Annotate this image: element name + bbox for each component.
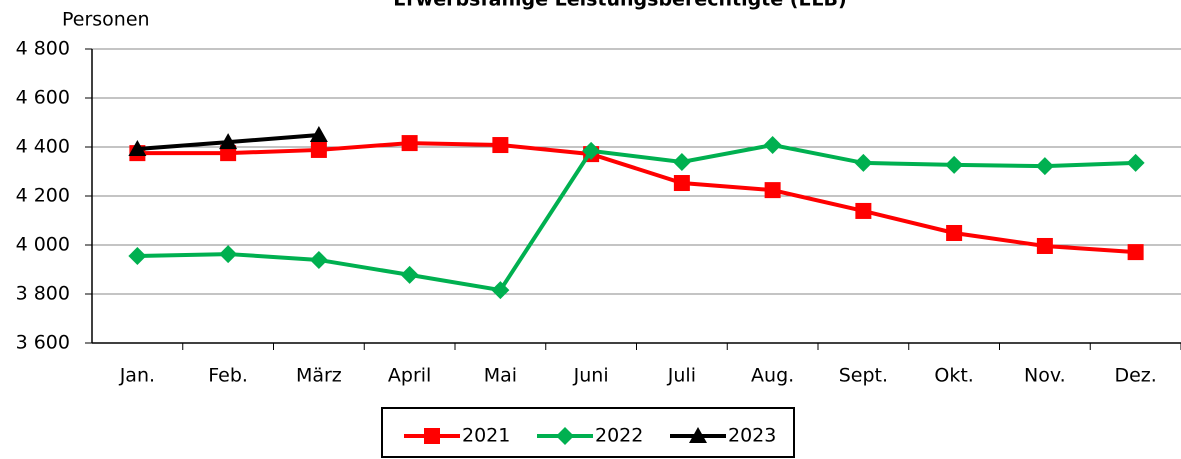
y-tick-label: 4 800 (16, 38, 70, 60)
point (309, 125, 328, 142)
point (220, 145, 237, 162)
point (854, 153, 873, 172)
chart-title: Erwerbsfähige Leistungsberechtigte (ELB) (393, 0, 846, 11)
x-tick-label: Aug. (751, 365, 794, 387)
point (309, 250, 328, 269)
x-tick-label: Sept. (839, 365, 888, 387)
legend-marker (424, 428, 440, 444)
x-tick-label: Mai (484, 365, 517, 387)
point (1035, 157, 1054, 176)
x-tick-label: April (388, 365, 431, 387)
point (582, 141, 601, 160)
legend-marker (689, 427, 707, 443)
point (219, 133, 238, 150)
point (1126, 153, 1145, 172)
point (401, 135, 418, 152)
point (1127, 244, 1144, 261)
point (855, 202, 872, 219)
point (219, 245, 238, 264)
x-tick-label: Juli (667, 365, 696, 387)
series-line (137, 143, 1136, 293)
x-tick-label: Nov. (1024, 365, 1066, 387)
point (492, 137, 509, 154)
x-tick-label: Juni (573, 365, 609, 387)
legend-label: 2021 (462, 425, 510, 447)
series-line (137, 141, 1136, 255)
point (763, 136, 782, 155)
y-tick-label: 4 000 (16, 234, 70, 256)
x-tick-label: Okt. (934, 365, 973, 387)
point (945, 155, 964, 174)
point (128, 139, 147, 156)
y-axis-label: Personen (62, 9, 150, 31)
legend-label: 2023 (728, 425, 776, 447)
legend-marker (556, 427, 574, 445)
legend-box (381, 407, 795, 458)
x-tick-label: Feb. (208, 365, 248, 387)
x-tick-label: Dez. (1114, 365, 1156, 387)
point (946, 224, 963, 241)
point (672, 152, 691, 171)
y-tick-label: 4 600 (16, 87, 70, 109)
point (128, 247, 147, 266)
point (764, 182, 781, 199)
point (310, 141, 327, 158)
point (491, 281, 510, 300)
point (673, 175, 690, 192)
point (400, 265, 419, 284)
legend-label: 2022 (595, 425, 643, 447)
y-tick-label: 4 200 (16, 185, 70, 207)
y-tick-label: 3 800 (16, 283, 70, 305)
y-tick-label: 4 400 (16, 136, 70, 158)
x-tick-label: Jan. (119, 365, 155, 387)
y-tick-label: 3 600 (16, 332, 70, 354)
point (1036, 237, 1053, 254)
x-tick-label: März (296, 365, 342, 387)
